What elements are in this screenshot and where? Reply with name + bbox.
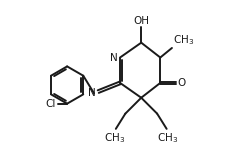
Text: CH$_3$: CH$_3$: [157, 131, 178, 145]
Text: O: O: [177, 78, 185, 88]
Text: N: N: [88, 88, 96, 98]
Text: N: N: [109, 53, 117, 63]
Text: OH: OH: [133, 16, 149, 26]
Text: CH$_3$: CH$_3$: [104, 131, 125, 145]
Text: Cl: Cl: [45, 99, 55, 109]
Text: CH$_3$: CH$_3$: [174, 33, 195, 47]
